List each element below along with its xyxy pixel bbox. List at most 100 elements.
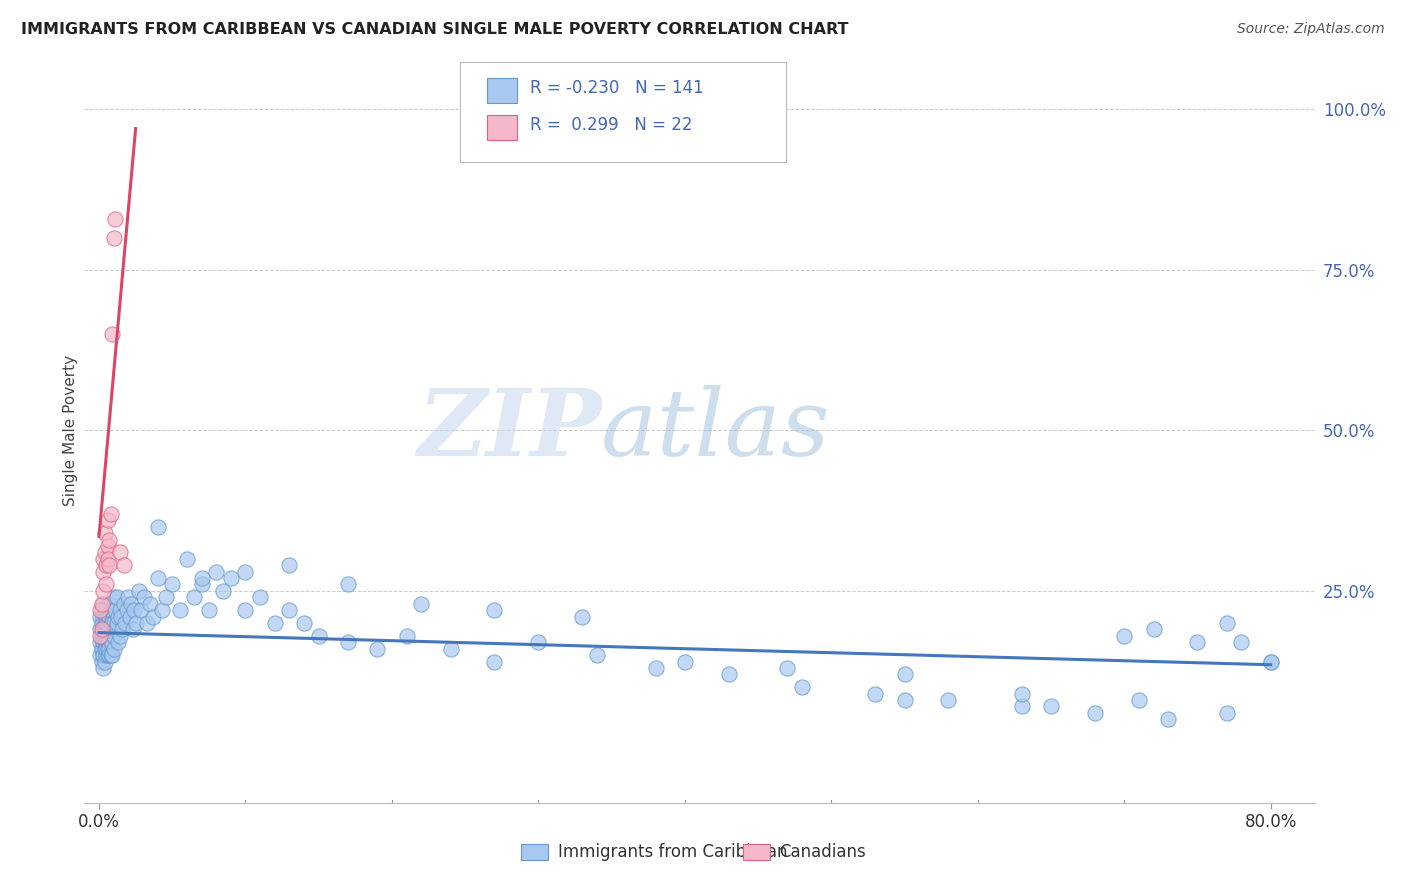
Text: atlas: atlas [602, 385, 831, 475]
Point [120, 597, 142, 611]
Point [96, 648, 118, 662]
Point [98, 533, 121, 547]
Point [865, 687, 887, 701]
Point [90, 603, 114, 617]
Point [776, 661, 799, 675]
Bar [522, 844, 548, 860]
Point [1040, 699, 1063, 714]
Point [98, 641, 121, 656]
Point [94, 641, 117, 656]
Text: R =  0.299   N = 22: R = 0.299 N = 22 [530, 116, 692, 134]
Point [1011, 687, 1033, 701]
Point [101, 648, 124, 662]
FancyBboxPatch shape [460, 62, 786, 162]
Point [93, 565, 115, 579]
Point [190, 577, 212, 591]
Point [1142, 623, 1164, 637]
Text: R = -0.230   N = 141: R = -0.230 N = 141 [530, 78, 703, 96]
Point [100, 629, 122, 643]
Point [136, 615, 159, 630]
Point [108, 603, 131, 617]
Text: Immigrants from Caribbean: Immigrants from Caribbean [558, 843, 787, 861]
Point [790, 680, 813, 694]
Point [104, 603, 127, 617]
Point [484, 603, 506, 617]
Point [128, 583, 150, 598]
Point [94, 603, 117, 617]
Point [96, 577, 118, 591]
Point [93, 661, 115, 675]
Point [97, 539, 120, 553]
Point [103, 641, 125, 656]
Text: Canadians: Canadians [779, 843, 866, 861]
Point [571, 609, 593, 624]
Point [97, 635, 120, 649]
Point [90, 623, 114, 637]
Point [1260, 655, 1282, 669]
Point [118, 609, 141, 624]
Point [97, 551, 120, 566]
Point [190, 571, 212, 585]
Point [96, 623, 118, 637]
Point [1216, 706, 1239, 720]
Point [103, 615, 125, 630]
Point [90, 641, 114, 656]
Point [308, 629, 330, 643]
Point [96, 603, 118, 617]
Point [112, 558, 135, 573]
Point [115, 603, 138, 617]
Point [1011, 699, 1033, 714]
Point [484, 655, 506, 669]
Point [100, 603, 122, 617]
Point [97, 623, 120, 637]
Point [93, 597, 115, 611]
Y-axis label: Single Male Poverty: Single Male Poverty [63, 355, 77, 506]
Point [97, 641, 120, 656]
Point [103, 231, 125, 245]
Point [94, 629, 117, 643]
Point [94, 526, 117, 541]
Point [89, 609, 111, 624]
Point [235, 603, 257, 617]
Point [93, 583, 115, 598]
Point [93, 623, 115, 637]
Bar [486, 78, 517, 103]
Point [105, 615, 128, 630]
Point [411, 597, 433, 611]
Point [93, 609, 115, 624]
Point [94, 635, 117, 649]
Point [586, 648, 609, 662]
Text: Source: ZipAtlas.com: Source: ZipAtlas.com [1237, 22, 1385, 37]
Point [146, 571, 169, 585]
Point [893, 693, 915, 707]
Point [112, 597, 135, 611]
Point [93, 551, 115, 566]
Point [94, 545, 117, 559]
Text: IMMIGRANTS FROM CARIBBEAN VS CANADIAN SINGLE MALE POVERTY CORRELATION CHART: IMMIGRANTS FROM CARIBBEAN VS CANADIAN SI… [21, 22, 849, 37]
Point [150, 603, 173, 617]
Point [98, 648, 121, 662]
Point [1216, 615, 1239, 630]
Point [104, 211, 127, 226]
Point [101, 615, 124, 630]
Point [205, 565, 228, 579]
Point [97, 648, 120, 662]
Point [717, 667, 740, 681]
Point [439, 641, 461, 656]
Point [96, 609, 118, 624]
Point [97, 629, 120, 643]
Point [110, 609, 132, 624]
Text: ZIP: ZIP [416, 385, 602, 475]
Point [89, 635, 111, 649]
Point [107, 635, 129, 649]
Point [93, 648, 115, 662]
Point [395, 629, 418, 643]
Point [97, 609, 120, 624]
Point [249, 591, 271, 605]
Point [89, 603, 111, 617]
Point [111, 623, 134, 637]
Point [139, 597, 162, 611]
Point [235, 565, 257, 579]
Point [108, 629, 131, 643]
Point [162, 577, 183, 591]
